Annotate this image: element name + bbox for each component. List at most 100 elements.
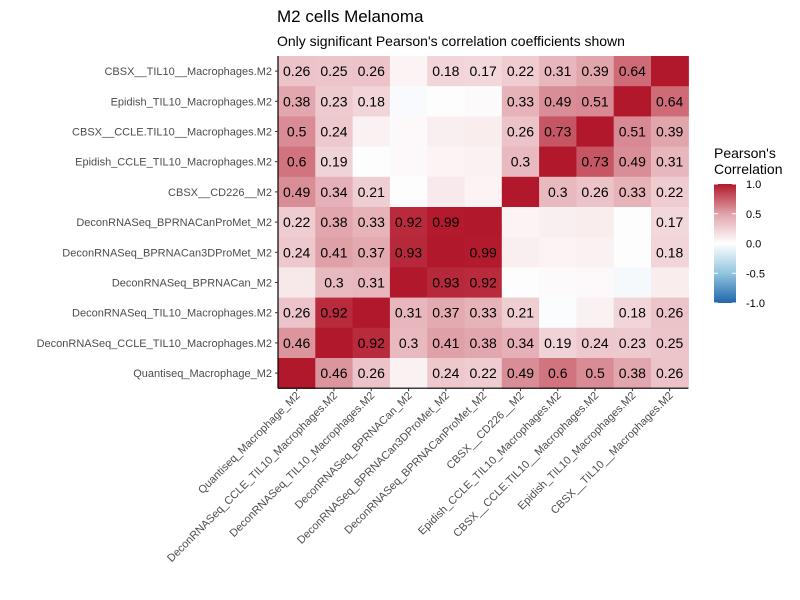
heatmap-cell [389,237,428,268]
heatmap-cell [501,116,540,148]
cell-value-label: 0.73 [581,154,608,170]
heatmap-cell [501,237,540,268]
heatmap-cell [539,237,577,268]
heatmap-cell [539,116,577,148]
cell-value-label: 0.51 [581,93,608,109]
heatmap-cell [315,237,354,268]
heatmap-cell [315,207,354,238]
heatmap-cell [464,207,503,238]
heatmap-cell [651,116,689,148]
heatmap-cell [278,327,316,359]
heatmap-cell [651,86,689,117]
heatmap-cell [613,56,652,87]
heatmap-cell [389,327,428,359]
heatmap-cell [427,146,466,178]
heatmap-cell [427,116,466,148]
cell-value-label: 0.34 [320,184,347,200]
heatmap-cell [539,358,577,389]
cell-value-label: 0.18 [656,244,683,260]
cell-value-label: 0.93 [432,275,459,291]
cell-value-label: 0.5 [287,124,307,140]
cell-value-label: 0.22 [283,214,310,230]
cell-value-label: 0.25 [320,63,347,79]
heatmap-cell [651,267,689,299]
heatmap-cell [501,327,540,359]
heatmap-cell [464,86,503,117]
heatmap-cell [651,146,689,178]
y-tick-label: Quantiseq_Macrophage_M2 [133,368,272,380]
heatmap-cell [352,116,391,148]
chart-title: M2 cells Melanoma [277,7,424,26]
heatmap-cell [315,56,354,87]
heatmap-cell [315,327,354,359]
cell-value-label: 0.17 [470,63,497,79]
heatmap-cell [464,176,503,208]
heatmap-cell [427,267,466,299]
cell-value-label: 0.3 [511,154,531,170]
heatmap-cell [464,146,503,178]
heatmap-cell [315,146,354,178]
cell-value-label: 0.99 [432,214,459,230]
y-tick-label: Epidish_CCLE_TIL10_Macrophages.M2 [75,157,272,169]
cell-value-label: 0.22 [656,184,683,200]
heatmap-cell [613,297,652,329]
legend-tick-label: 1.0 [746,179,761,191]
legend-tick-label: -1.0 [746,298,765,310]
cell-value-label: 0.49 [619,154,646,170]
cell-value-label: 0.26 [283,305,310,321]
heatmap-cell [427,207,466,238]
heatmap-cell [501,297,540,329]
heatmap-cell [501,267,540,299]
heatmap-cell [576,146,615,178]
cell-value-label: 0.26 [581,184,608,200]
cell-value-label: 0.93 [395,244,422,260]
cell-value-label: 0.24 [283,244,310,260]
heatmap-cell [427,86,466,117]
heatmap-cell [501,56,540,87]
heatmap-cell [576,207,615,238]
heatmap-cell [278,86,316,117]
heatmap-cell [651,56,689,87]
cell-value-label: 0.33 [619,184,646,200]
heatmap-cell [278,116,316,148]
heatmap-cell [576,237,615,268]
cell-value-label: 0.26 [507,124,534,140]
heatmap-cell [278,237,316,268]
cell-value-label: 0.18 [619,305,646,321]
heatmap-cell [613,207,652,238]
cell-value-label: 0.38 [320,214,347,230]
heatmap-cell [389,297,428,329]
legend-tick-label: -0.5 [746,268,765,280]
cell-value-label: 0.38 [283,93,310,109]
cell-value-label: 0.22 [470,365,497,381]
cell-value-label: 0.37 [432,305,459,321]
legend-tick-label: 0.0 [746,239,761,251]
cell-value-label: 0.41 [320,244,347,260]
heatmap-cell [501,207,540,238]
cell-value-label: 0.92 [470,275,497,291]
y-tick-label: CBSX__TIL10__Macrophages.M2 [104,66,272,78]
heatmap-cell [464,237,503,268]
cell-value-label: 0.31 [358,275,385,291]
cell-value-label: 0.46 [320,365,347,381]
y-tick-label: DeconRNASeq_BPRNACan_M2 [112,278,272,290]
cell-value-label: 0.5 [585,365,605,381]
cell-value-label: 0.33 [507,93,534,109]
heatmap-cell [539,267,577,299]
heatmap-cell [315,86,354,117]
cell-value-label: 0.39 [656,124,683,140]
cell-value-label: 0.49 [283,184,310,200]
heatmap-cell [613,237,652,268]
heatmap-cell [539,327,577,359]
heatmap-cell [278,297,316,329]
heatmap-cell [464,358,503,389]
heatmap-cell [389,267,428,299]
cell-value-label: 0.21 [358,184,385,200]
legend: Pearson's Correlation 1.0 0.5 0.0 -0.5 -1.0 [714,145,782,310]
cell-value-label: 0.18 [358,93,385,109]
heatmap-cell [352,327,391,359]
cell-value-label: 0.49 [544,93,571,109]
cell-value-label: 0.19 [320,154,347,170]
cell-value-label: 0.92 [320,305,347,321]
